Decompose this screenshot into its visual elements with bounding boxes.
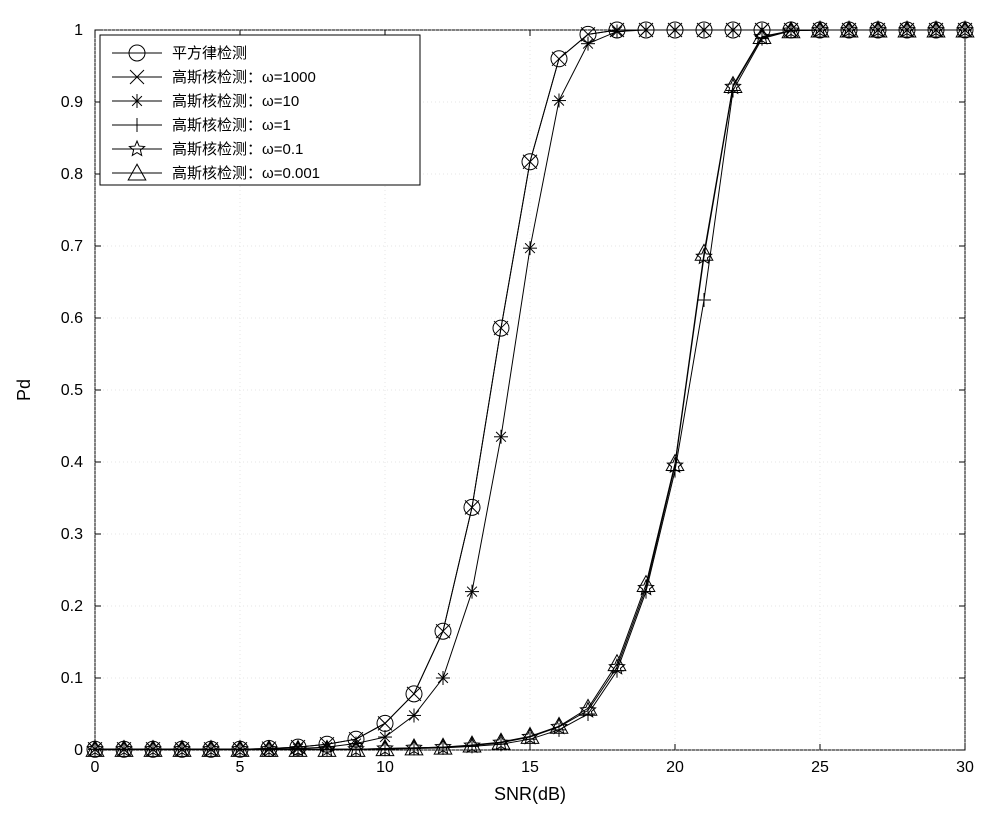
svg-text:0.1: 0.1 [61, 670, 83, 687]
svg-text:0.3: 0.3 [61, 526, 83, 543]
svg-text:1: 1 [74, 22, 83, 39]
svg-text:高斯核检测：ω=0.1: 高斯核检测：ω=0.1 [172, 141, 303, 158]
svg-text:高斯核检测：ω=0.001: 高斯核检测：ω=0.001 [172, 165, 320, 182]
svg-text:0.6: 0.6 [61, 310, 83, 327]
svg-text:0.2: 0.2 [61, 598, 83, 615]
chart-container: 0 5 10 15 20 25 30 0 0.1 0.2 0.3 0.4 0.5 0.6 0.7 0.8 0.9… [0, 0, 1000, 816]
svg-text:高斯核检测：ω=1: 高斯核检测：ω=1 [172, 117, 291, 134]
svg-text:0: 0 [91, 759, 100, 776]
svg-text:15: 15 [521, 759, 539, 776]
svg-text:25: 25 [811, 759, 829, 776]
svg-text:0: 0 [74, 742, 83, 759]
svg-text:0.9: 0.9 [61, 94, 83, 111]
svg-text:高斯核检测：ω=10: 高斯核检测：ω=10 [172, 93, 299, 110]
svg-text:5: 5 [236, 759, 245, 776]
svg-text:平方律检测: 平方律检测 [172, 45, 247, 62]
svg-text:10: 10 [376, 759, 394, 776]
svg-text:0.7: 0.7 [61, 238, 83, 255]
svg-text:0.5: 0.5 [61, 382, 83, 399]
svg-text:高斯核检测：ω=1000: 高斯核检测：ω=1000 [172, 69, 316, 86]
svg-text:0.4: 0.4 [61, 454, 83, 471]
svg-text:20: 20 [666, 759, 684, 776]
svg-text:30: 30 [956, 759, 974, 776]
svg-text:SNR(dB): SNR(dB) [494, 784, 566, 804]
chart-svg: 0 5 10 15 20 25 30 0 0.1 0.2 0.3 0.4 0.5 0.6 0.7 0.8 0.9… [0, 0, 1000, 816]
svg-text:Pd: Pd [14, 379, 34, 401]
svg-text:0.8: 0.8 [61, 166, 83, 183]
